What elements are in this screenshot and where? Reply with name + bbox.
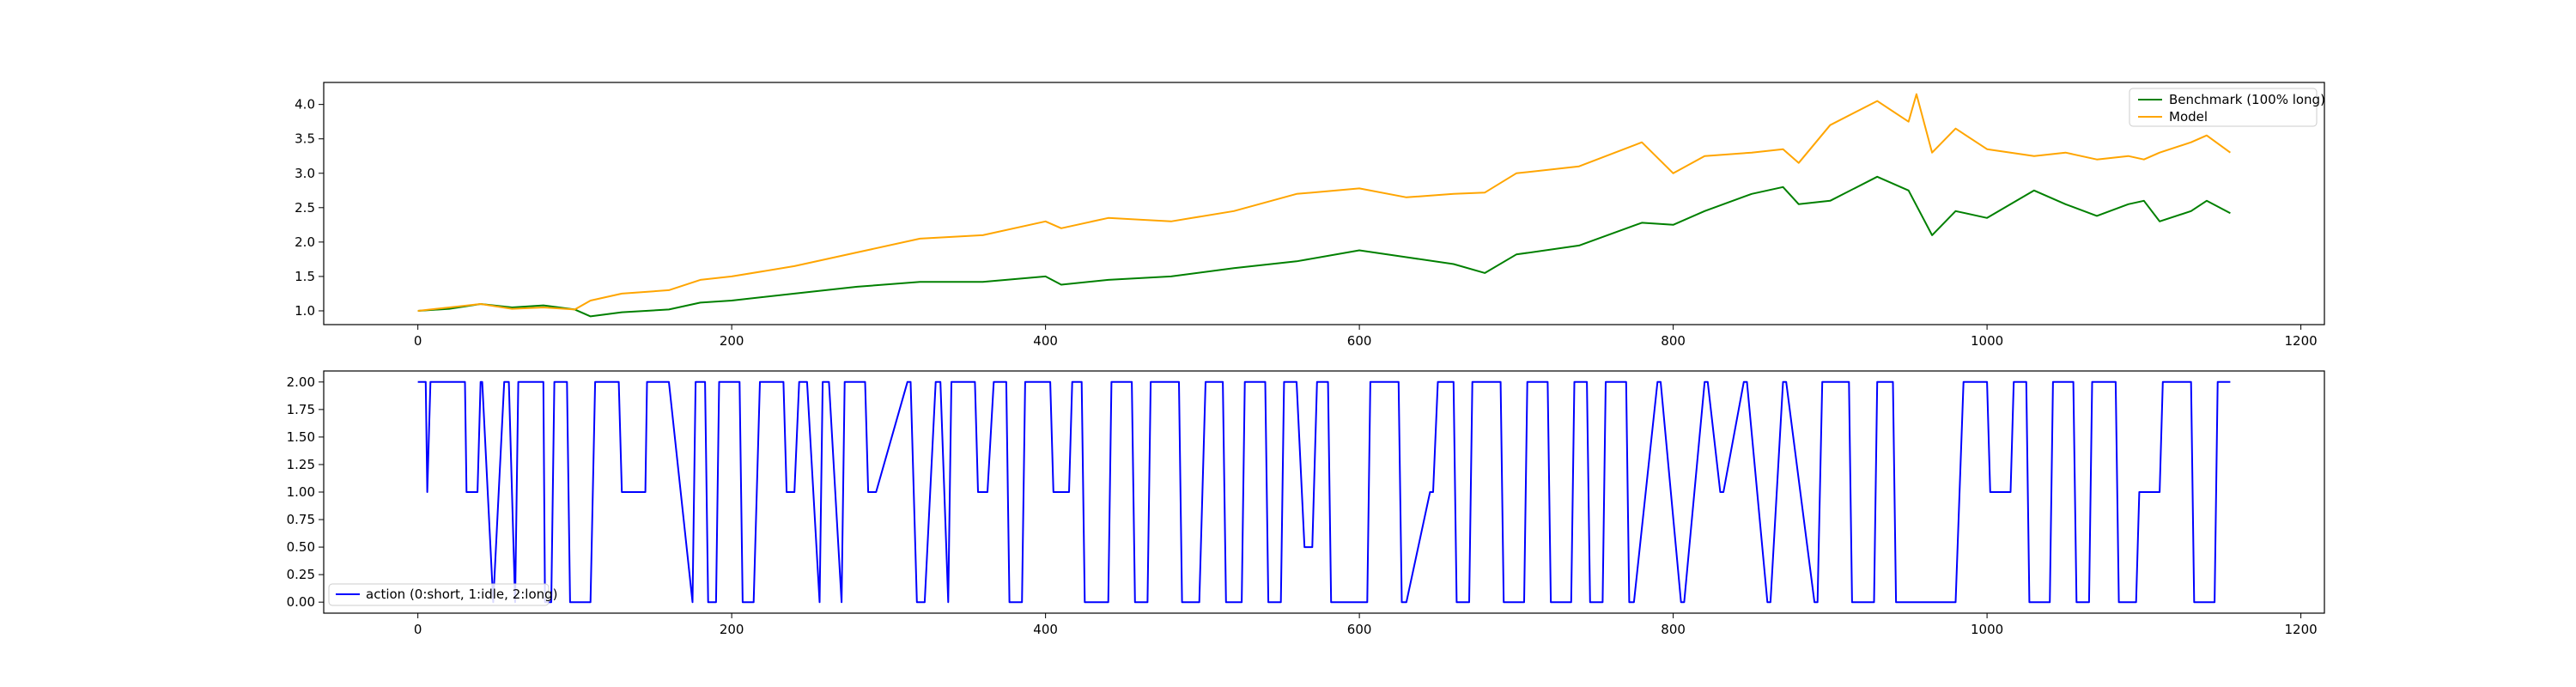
performance-x-tick-label: 400	[1033, 333, 1058, 349]
action-y-tick-label: 0.75	[287, 512, 315, 527]
performance-x-tick-label: 600	[1347, 333, 1372, 349]
performance-y-tick-label: 2.0	[295, 234, 315, 250]
legend-model-label: Model	[2169, 109, 2208, 125]
performance-y-tick-label: 3.0	[295, 166, 315, 181]
performance-x-tick-label: 800	[1661, 333, 1686, 349]
action-y-tick-label: 1.50	[287, 429, 315, 445]
action-y-tick-label: 2.00	[287, 374, 315, 390]
performance-x-tick-label: 1000	[1971, 333, 2003, 349]
action-y-ticks: 0.00 0.25 0.50 0.75 1.00 1.25 1.50 1.75 2.00	[287, 374, 324, 610]
action-x-ticks: 0 200 400 600 800 1000 1200	[414, 613, 2318, 637]
action-y-tick-label: 0.00	[287, 594, 315, 610]
performance-y-tick-label: 2.5	[295, 200, 315, 216]
action-panel: 0 200 400 600 800 1000 1200 0.00 0.25 0.50 0.75 1.…	[287, 370, 2325, 637]
legend-benchmark-label: Benchmark (100% long)	[2169, 92, 2325, 107]
action-y-tick-label: 0.50	[287, 539, 315, 555]
performance-plot-frame	[323, 82, 2325, 325]
action-series-0-line	[417, 380, 2231, 604]
action-x-tick-label: 200	[720, 622, 744, 637]
action-y-tick-label: 1.25	[287, 457, 315, 472]
action-x-tick-label: 0	[414, 622, 422, 637]
action-x-tick-label: 1000	[1971, 622, 2003, 637]
performance-y-tick-label: 1.0	[295, 303, 315, 319]
action-x-tick-label: 400	[1033, 622, 1058, 637]
action-legend: action (0:short, 1:idle, 2:long)	[328, 583, 558, 606]
action-y-tick-label: 0.25	[287, 567, 315, 582]
action-y-tick-label: 1.75	[287, 402, 315, 417]
performance-series-0-line	[417, 175, 2231, 318]
legend-action-label: action (0:short, 1:idle, 2:long)	[366, 587, 558, 602]
action-x-tick-label: 800	[1661, 622, 1686, 637]
performance-series-1-line	[417, 93, 2231, 312]
performance-x-tick-label: 1200	[2284, 333, 2317, 349]
performance-legend-frame	[2129, 88, 2318, 127]
performance-y-tick-label: 3.5	[295, 131, 315, 147]
action-y-tick-label: 1.00	[287, 484, 315, 500]
performance-panel: 0 200 400 600 800 1000 1200 1.0 1.5 2.0 2.5 3.0 3.5…	[295, 82, 2325, 349]
performance-y-ticks: 1.0 1.5 2.0 2.5 3.0 3.5 4.0	[295, 97, 324, 319]
action-series-layer	[417, 380, 2231, 604]
performance-y-tick-label: 1.5	[295, 269, 315, 284]
action-x-tick-label: 600	[1347, 622, 1372, 637]
performance-legend: Benchmark (100% long) Model	[2129, 88, 2325, 127]
performance-y-tick-label: 4.0	[295, 97, 315, 112]
performance-x-tick-label: 200	[720, 333, 744, 349]
action-x-tick-label: 1200	[2284, 622, 2317, 637]
performance-x-tick-label: 0	[414, 333, 422, 349]
performance-series-layer	[417, 93, 2231, 318]
action-legend-frame	[328, 583, 550, 606]
performance-x-ticks: 0 200 400 600 800 1000 1200	[414, 325, 2318, 349]
